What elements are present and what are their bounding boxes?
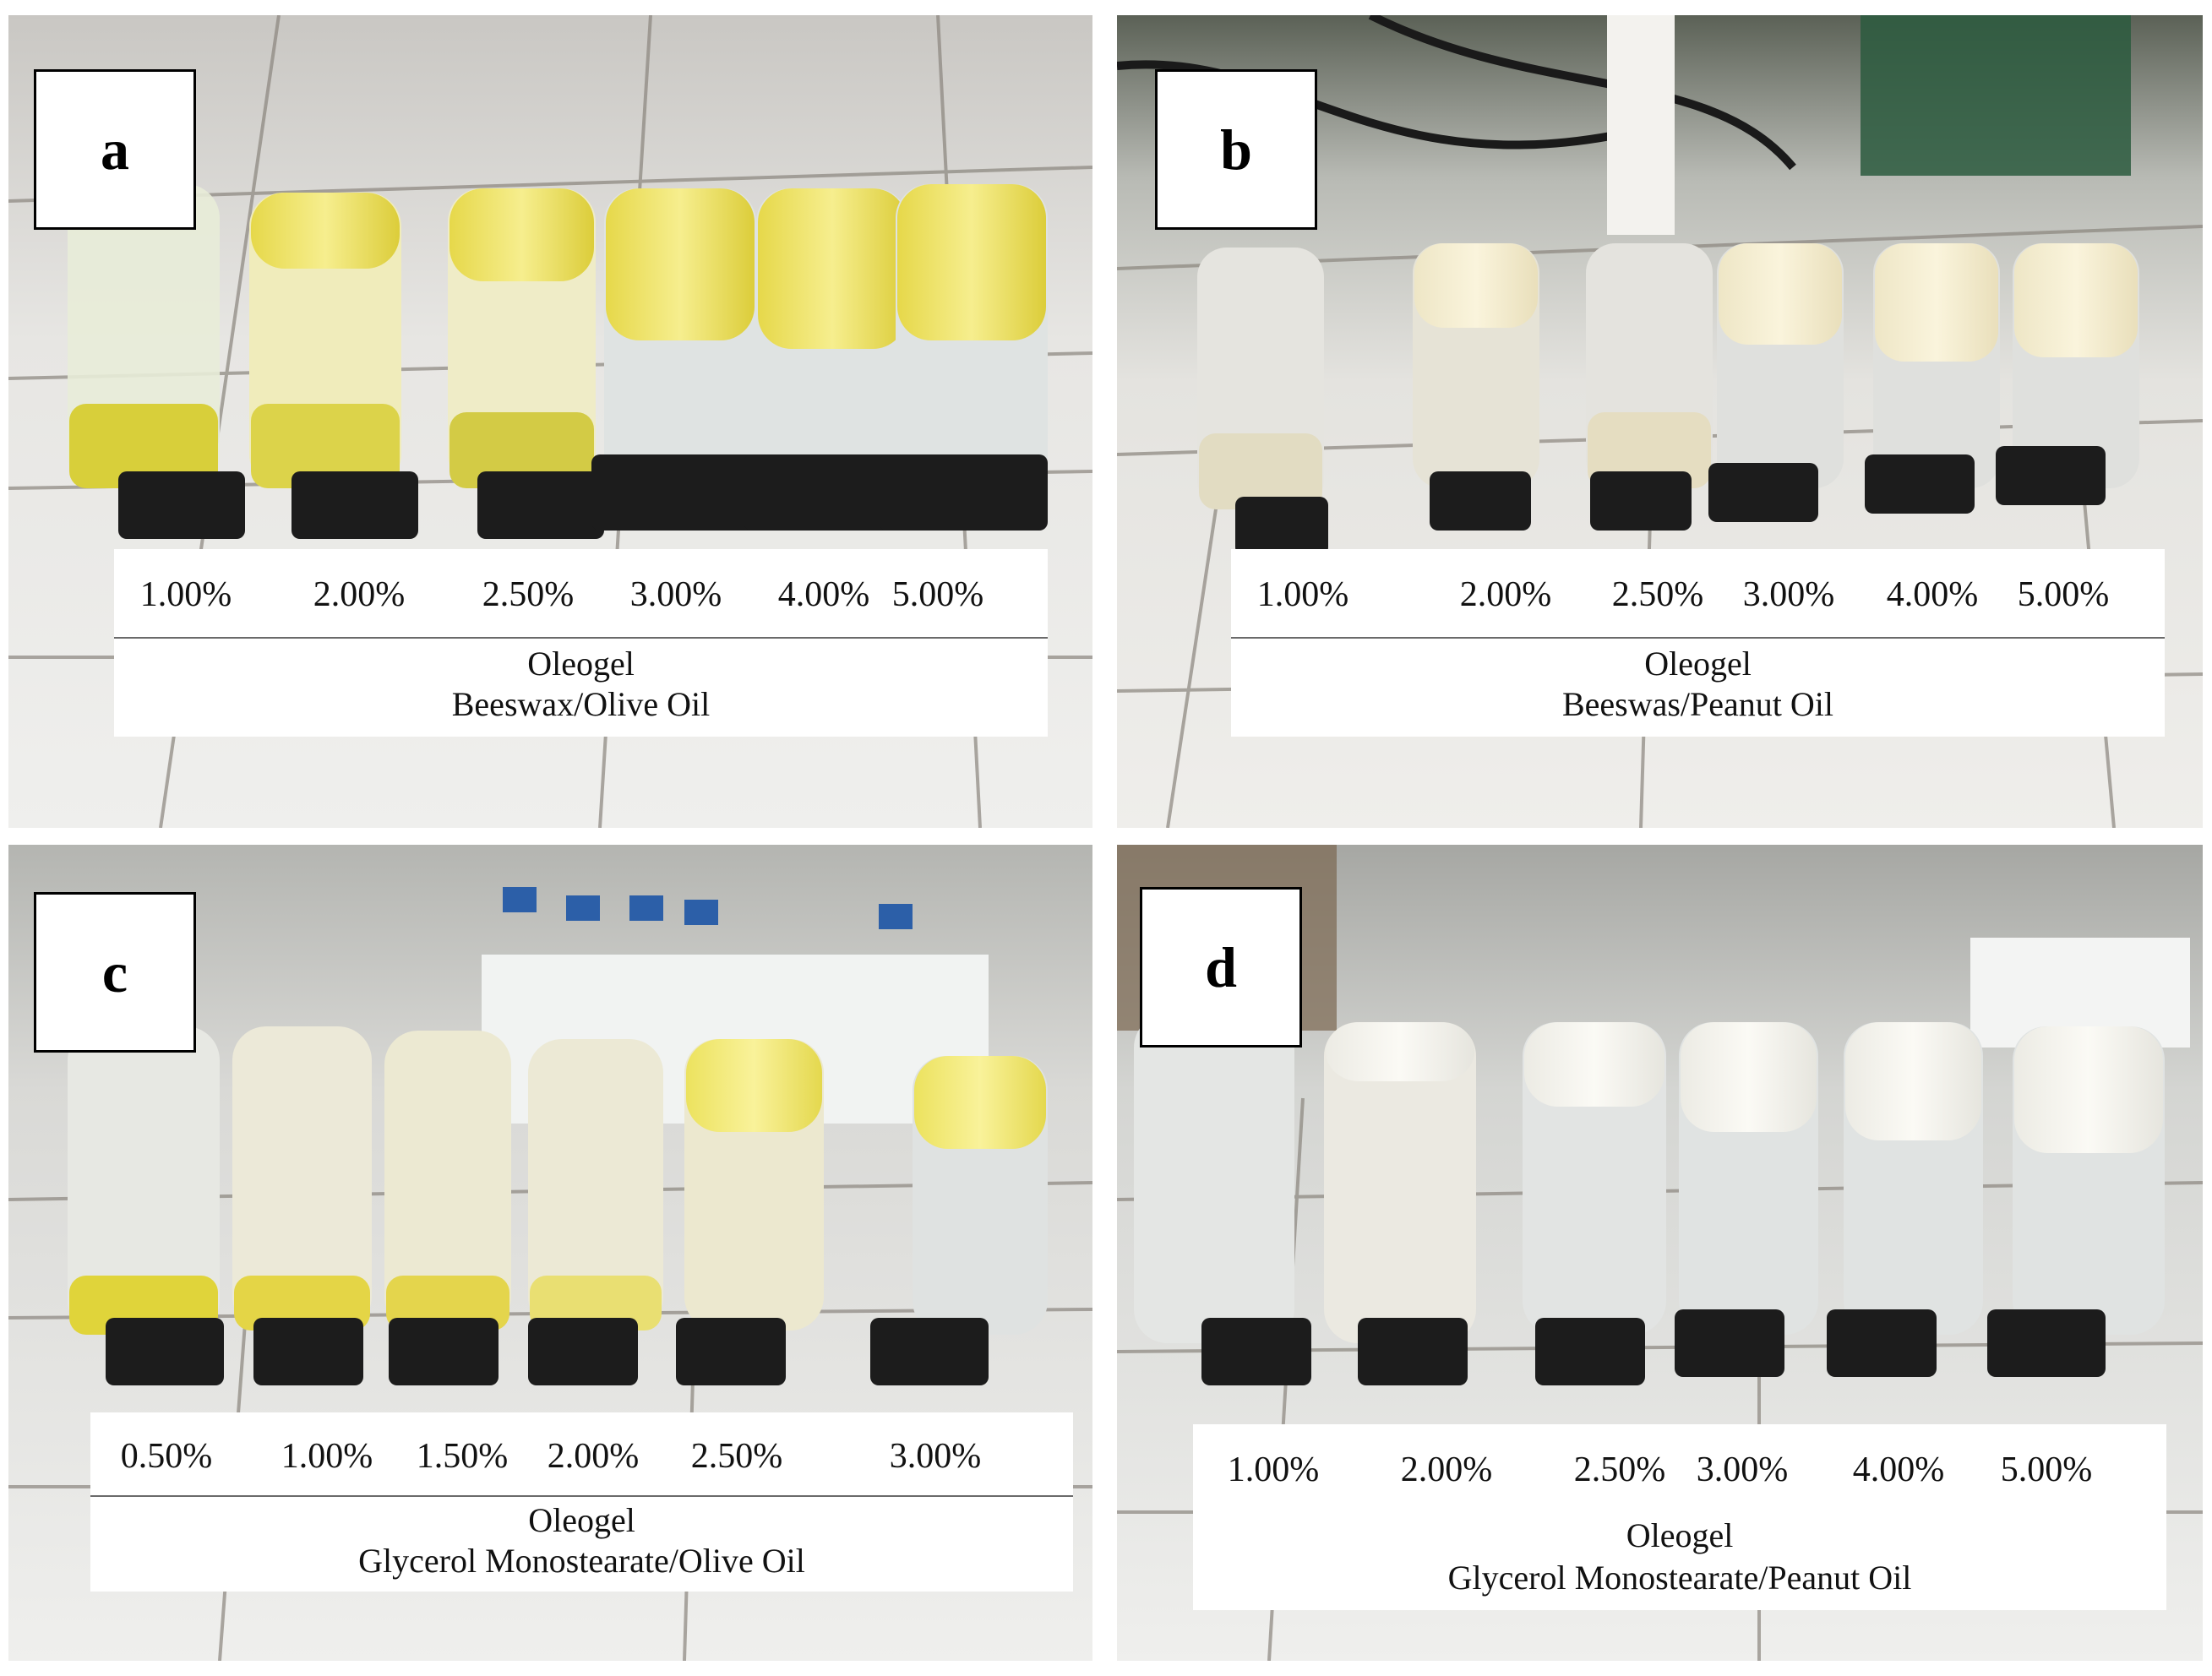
panel-c-percent-2: 1.00% bbox=[281, 1437, 373, 1476]
vial-group-d bbox=[1134, 1014, 2165, 1385]
panel-c-caption-line1: Oleogel bbox=[528, 1501, 635, 1539]
panel-a-caption-line2: Beeswax/Olive Oil bbox=[451, 685, 711, 723]
panel-a-letter: a bbox=[34, 69, 196, 230]
panel-c-percent-6: 3.00% bbox=[889, 1437, 982, 1476]
panel-c-percent-3: 1.50% bbox=[416, 1437, 509, 1476]
panel-b-percent-4: 3.00% bbox=[1742, 575, 1835, 614]
panel-b: b 1.00% 2.00% 2.50% 3.00% 4.00% 5.00% Ol… bbox=[1117, 15, 2203, 828]
panel-d-percent-1: 1.00% bbox=[1227, 1450, 1320, 1489]
panel-a-percent-1: 1.00% bbox=[139, 575, 232, 614]
panel-d-caption-line1: Oleogel bbox=[1626, 1516, 1734, 1554]
panel-d-label-box: 1.00% 2.00% 2.50% 3.00% 4.00% 5.00% Oleo… bbox=[1193, 1424, 2166, 1610]
panel-a-caption-line1: Oleogel bbox=[527, 645, 635, 683]
panel-a-percent-6: 5.00% bbox=[891, 575, 984, 614]
panel-d-percent-2: 2.00% bbox=[1400, 1450, 1493, 1489]
panel-c-label-box: 0.50% 1.00% 1.50% 2.00% 2.50% 3.00% Oleo… bbox=[90, 1412, 1073, 1592]
panel-a-percent-3: 2.50% bbox=[482, 575, 575, 614]
panel-a-divider bbox=[114, 637, 1048, 639]
panel-c-percent-5: 2.50% bbox=[690, 1437, 783, 1476]
panel-b-letter: b bbox=[1155, 69, 1317, 230]
vial-group-b bbox=[1197, 243, 2139, 556]
panel-a: a 1.00% 2.00% 2.50% 3.00% 4.00% 5.00% Ol… bbox=[8, 15, 1092, 828]
panel-d-percent-3: 2.50% bbox=[1573, 1450, 1666, 1489]
panel-b-percent-1: 1.00% bbox=[1256, 575, 1349, 614]
panel-b-percent-2: 2.00% bbox=[1459, 575, 1552, 614]
panel-a-percent-2: 2.00% bbox=[313, 575, 406, 614]
vial-group-a bbox=[68, 184, 1048, 539]
panel-d: d 1.00% 2.00% 2.50% 3.00% 4.00% 5.00% Ol… bbox=[1117, 845, 2203, 1661]
panel-b-caption-line2: Beeswas/Peanut Oil bbox=[1561, 685, 1834, 723]
panel-d-percent-6: 5.00% bbox=[2000, 1450, 2093, 1489]
panel-d-letter: d bbox=[1140, 887, 1302, 1048]
panel-c-letter: c bbox=[34, 892, 196, 1053]
panel-c-divider bbox=[90, 1495, 1073, 1497]
panel-a-percent-4: 3.00% bbox=[629, 575, 722, 614]
panel-d-percent-4: 3.00% bbox=[1696, 1450, 1789, 1489]
panel-c-percent-4: 2.00% bbox=[547, 1437, 640, 1476]
panel-b-caption-line1: Oleogel bbox=[1644, 645, 1752, 683]
panel-a-label-box: 1.00% 2.00% 2.50% 3.00% 4.00% 5.00% Oleo… bbox=[114, 549, 1048, 737]
panel-a-percent-5: 4.00% bbox=[777, 575, 870, 614]
panel-b-percent-5: 4.00% bbox=[1886, 575, 1979, 614]
panel-a-photo bbox=[8, 15, 1092, 828]
panel-b-label-box: 1.00% 2.00% 2.50% 3.00% 4.00% 5.00% Oleo… bbox=[1231, 549, 2165, 737]
panel-c-percent-1: 0.50% bbox=[120, 1437, 213, 1476]
vial-group-c bbox=[68, 1026, 1048, 1385]
panel-d-percent-5: 4.00% bbox=[1852, 1450, 1945, 1489]
panel-b-percent-6: 5.00% bbox=[2017, 575, 2110, 614]
panel-c-caption-line2: Glycerol Monostearate/Olive Oil bbox=[358, 1542, 805, 1580]
panel-b-percent-3: 2.50% bbox=[1611, 575, 1704, 614]
panel-c: c 0.50% 1.00% 1.50% 2.00% 2.50% 3.00% Ol… bbox=[8, 845, 1092, 1661]
panel-b-divider bbox=[1231, 637, 2165, 639]
panel-d-caption-line2: Glycerol Monostearate/Peanut Oil bbox=[1447, 1559, 1912, 1597]
